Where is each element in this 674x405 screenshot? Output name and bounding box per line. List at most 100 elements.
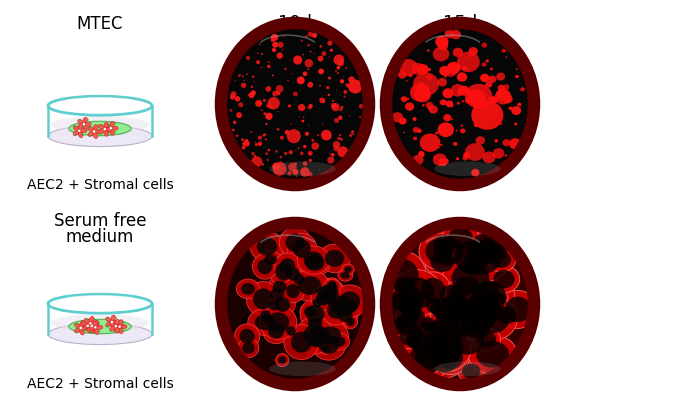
Ellipse shape bbox=[268, 98, 280, 110]
Ellipse shape bbox=[298, 265, 320, 284]
Ellipse shape bbox=[321, 52, 326, 57]
Ellipse shape bbox=[307, 69, 309, 71]
Ellipse shape bbox=[305, 60, 313, 68]
Ellipse shape bbox=[338, 116, 342, 121]
Ellipse shape bbox=[78, 120, 83, 125]
Ellipse shape bbox=[321, 286, 336, 300]
Ellipse shape bbox=[431, 298, 452, 319]
Ellipse shape bbox=[270, 257, 299, 287]
Ellipse shape bbox=[114, 132, 116, 134]
Ellipse shape bbox=[84, 324, 90, 328]
Ellipse shape bbox=[458, 360, 485, 382]
Ellipse shape bbox=[264, 113, 266, 116]
Ellipse shape bbox=[492, 252, 511, 268]
Ellipse shape bbox=[98, 130, 104, 135]
Ellipse shape bbox=[288, 164, 297, 172]
Ellipse shape bbox=[503, 85, 510, 91]
Ellipse shape bbox=[491, 98, 498, 104]
Ellipse shape bbox=[253, 289, 273, 310]
Ellipse shape bbox=[257, 103, 260, 105]
Ellipse shape bbox=[450, 105, 454, 108]
Ellipse shape bbox=[465, 98, 471, 104]
Ellipse shape bbox=[464, 274, 515, 321]
Ellipse shape bbox=[100, 133, 102, 135]
Ellipse shape bbox=[82, 124, 86, 126]
Ellipse shape bbox=[442, 222, 479, 255]
Ellipse shape bbox=[470, 297, 517, 340]
Ellipse shape bbox=[270, 288, 284, 302]
Text: AEC2 + Stromal cells: AEC2 + Stromal cells bbox=[27, 177, 173, 192]
Ellipse shape bbox=[429, 326, 462, 359]
Ellipse shape bbox=[516, 69, 518, 71]
Ellipse shape bbox=[474, 123, 479, 128]
Ellipse shape bbox=[435, 311, 460, 333]
Ellipse shape bbox=[302, 320, 335, 348]
Ellipse shape bbox=[257, 142, 262, 147]
Ellipse shape bbox=[257, 53, 259, 55]
Ellipse shape bbox=[294, 274, 304, 285]
Ellipse shape bbox=[467, 90, 486, 107]
Ellipse shape bbox=[493, 270, 514, 289]
Ellipse shape bbox=[456, 276, 479, 296]
Ellipse shape bbox=[268, 62, 270, 64]
Ellipse shape bbox=[471, 289, 491, 308]
Ellipse shape bbox=[104, 124, 110, 129]
Ellipse shape bbox=[298, 148, 300, 150]
Ellipse shape bbox=[434, 238, 464, 265]
Ellipse shape bbox=[272, 75, 274, 77]
Ellipse shape bbox=[86, 123, 91, 127]
Ellipse shape bbox=[309, 326, 328, 343]
Ellipse shape bbox=[106, 124, 108, 126]
Ellipse shape bbox=[402, 326, 435, 356]
Ellipse shape bbox=[86, 327, 88, 328]
Ellipse shape bbox=[420, 153, 425, 158]
Ellipse shape bbox=[468, 56, 470, 58]
Ellipse shape bbox=[238, 339, 259, 358]
Ellipse shape bbox=[275, 297, 290, 312]
Ellipse shape bbox=[241, 313, 266, 333]
Ellipse shape bbox=[94, 320, 99, 326]
Ellipse shape bbox=[303, 324, 326, 347]
Ellipse shape bbox=[111, 321, 113, 324]
Ellipse shape bbox=[339, 134, 341, 136]
Ellipse shape bbox=[111, 315, 115, 321]
Ellipse shape bbox=[278, 43, 284, 49]
Ellipse shape bbox=[450, 272, 485, 300]
Ellipse shape bbox=[331, 153, 334, 157]
Ellipse shape bbox=[272, 163, 280, 171]
Ellipse shape bbox=[303, 145, 307, 149]
Ellipse shape bbox=[391, 270, 443, 317]
Text: medium: medium bbox=[66, 228, 134, 245]
Ellipse shape bbox=[520, 88, 525, 92]
Ellipse shape bbox=[309, 160, 312, 163]
Ellipse shape bbox=[287, 130, 301, 144]
Ellipse shape bbox=[260, 142, 262, 143]
Ellipse shape bbox=[107, 325, 109, 327]
Ellipse shape bbox=[267, 313, 289, 333]
Ellipse shape bbox=[336, 148, 337, 149]
Ellipse shape bbox=[497, 85, 505, 92]
Ellipse shape bbox=[421, 315, 455, 348]
Ellipse shape bbox=[469, 286, 498, 312]
Ellipse shape bbox=[344, 91, 347, 95]
Ellipse shape bbox=[75, 323, 78, 325]
Ellipse shape bbox=[94, 134, 98, 139]
Ellipse shape bbox=[255, 144, 258, 147]
Ellipse shape bbox=[267, 160, 269, 162]
Ellipse shape bbox=[301, 40, 303, 43]
Ellipse shape bbox=[276, 290, 307, 318]
Ellipse shape bbox=[304, 307, 317, 317]
Ellipse shape bbox=[257, 307, 274, 323]
Ellipse shape bbox=[300, 152, 303, 156]
Ellipse shape bbox=[241, 284, 255, 295]
Ellipse shape bbox=[483, 238, 512, 266]
Ellipse shape bbox=[353, 134, 355, 136]
Ellipse shape bbox=[111, 321, 113, 323]
Ellipse shape bbox=[425, 333, 450, 355]
Ellipse shape bbox=[266, 104, 270, 109]
Ellipse shape bbox=[121, 325, 127, 329]
Ellipse shape bbox=[444, 66, 457, 78]
Ellipse shape bbox=[445, 31, 454, 39]
Ellipse shape bbox=[98, 322, 100, 324]
Ellipse shape bbox=[282, 37, 284, 38]
